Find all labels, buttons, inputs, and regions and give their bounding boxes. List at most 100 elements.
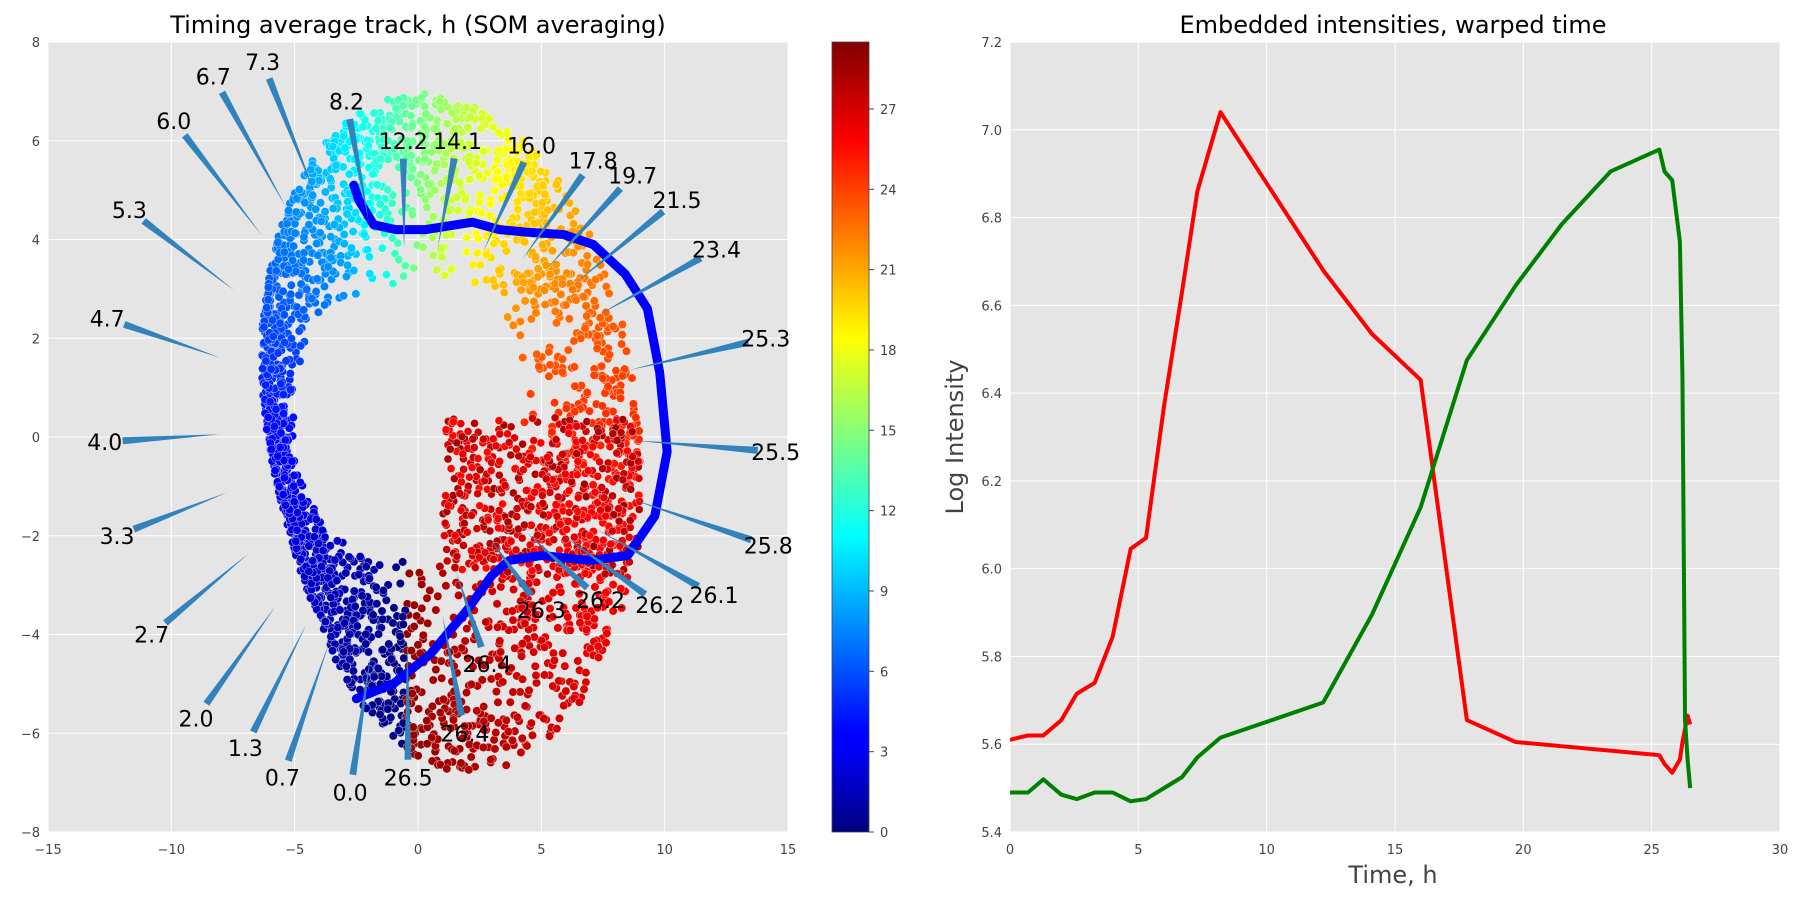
scatter-point (568, 219, 578, 229)
scatter-point (505, 697, 515, 707)
scatter-point (404, 142, 414, 152)
scatter-point (529, 219, 539, 229)
scatter-point (477, 208, 487, 218)
scatter-point (520, 619, 530, 629)
annotation-label: 2.7 (134, 624, 169, 649)
scatter-point (538, 180, 548, 190)
scatter-point (268, 315, 278, 325)
scatter-point (532, 349, 542, 359)
scatter-point (550, 398, 560, 408)
scatter-point (522, 607, 532, 617)
scatter-point (569, 682, 579, 692)
scatter-point (263, 282, 273, 292)
scatter-point (430, 166, 440, 176)
scatter-point (556, 587, 566, 597)
scatter-point (451, 114, 461, 124)
scatter-point (368, 169, 378, 179)
scatter-point (486, 466, 496, 475)
scatter-point (470, 277, 480, 287)
scatter-point (471, 563, 480, 572)
scatter-point (520, 701, 530, 711)
scatter-point (608, 429, 618, 438)
scatter-point (274, 482, 284, 492)
scatter-point (276, 379, 286, 389)
scatter-point (271, 404, 281, 414)
scatter-point (315, 228, 325, 238)
scatter-point (417, 579, 427, 589)
scatter-point (437, 252, 447, 262)
scatter-point (299, 305, 309, 315)
scatter-point (573, 493, 583, 503)
scatter-point (528, 413, 537, 423)
scatter-point (476, 123, 486, 133)
scatter-point (565, 415, 574, 425)
scatter-point (594, 653, 604, 663)
scatter-point (568, 248, 578, 258)
scatter-point (488, 275, 498, 285)
scatter-point (512, 512, 522, 521)
scatter-point (485, 526, 495, 536)
scatter-point (339, 239, 349, 249)
y-tick-label: −8 (21, 826, 40, 841)
scatter-point (462, 527, 472, 537)
scatter-point (326, 592, 336, 602)
scatter-point (608, 491, 617, 501)
scatter-point (548, 612, 558, 622)
scatter-point (467, 463, 477, 472)
scatter-point (344, 552, 354, 562)
scatter-point (388, 618, 398, 628)
scatter-point (284, 423, 294, 433)
scatter-point (544, 528, 554, 538)
scatter-point (504, 438, 514, 447)
annotation-pointer (489, 538, 534, 598)
scatter-point (590, 582, 600, 592)
scatter-point (490, 186, 500, 196)
scatter-point (545, 270, 555, 280)
scatter-point (604, 597, 614, 607)
scatter-point (545, 604, 555, 614)
scatter-point (313, 307, 323, 317)
scatter-point (508, 320, 518, 330)
scatter-point (441, 425, 451, 435)
scatter-point (489, 239, 499, 249)
scatter-point (464, 207, 474, 217)
scatter-point (457, 432, 467, 441)
scatter-point (345, 629, 355, 639)
scatter-point (279, 310, 289, 320)
scatter-point (518, 639, 528, 649)
scatter-point (553, 492, 563, 502)
series-line-green (1010, 147, 1693, 804)
scatter-point (616, 393, 626, 403)
scatter-point (261, 356, 271, 366)
scatter-point (382, 214, 392, 224)
scatter-point (423, 179, 433, 189)
annotation-pointer (404, 642, 412, 760)
scatter-point (285, 369, 295, 379)
scatter-point (427, 732, 437, 742)
scatter-point (417, 137, 427, 147)
scatter-point (404, 568, 414, 578)
scatter-point (618, 371, 628, 381)
scatter-point (467, 546, 476, 556)
annotation-pointer (635, 440, 759, 454)
scatter-point (529, 297, 539, 307)
scatter-point (416, 185, 426, 195)
scatter-point (363, 647, 373, 657)
scatter-point (442, 545, 451, 554)
scatter-point (550, 306, 560, 316)
scatter-point (332, 576, 342, 586)
scatter-point (542, 474, 551, 484)
scatter-point (270, 466, 280, 476)
scatter-point (581, 492, 591, 501)
scatter-point (583, 259, 593, 269)
scatter-point (495, 457, 504, 466)
scatter-point (468, 662, 478, 672)
scatter-point (271, 266, 281, 276)
scatter-point (400, 261, 410, 271)
scatter-point (557, 279, 567, 289)
annotation-pointer (628, 338, 750, 371)
annotation-label: 4.0 (87, 431, 122, 456)
scatter-point (606, 539, 615, 549)
scatter-point (470, 419, 479, 428)
scatter-point (540, 190, 550, 200)
